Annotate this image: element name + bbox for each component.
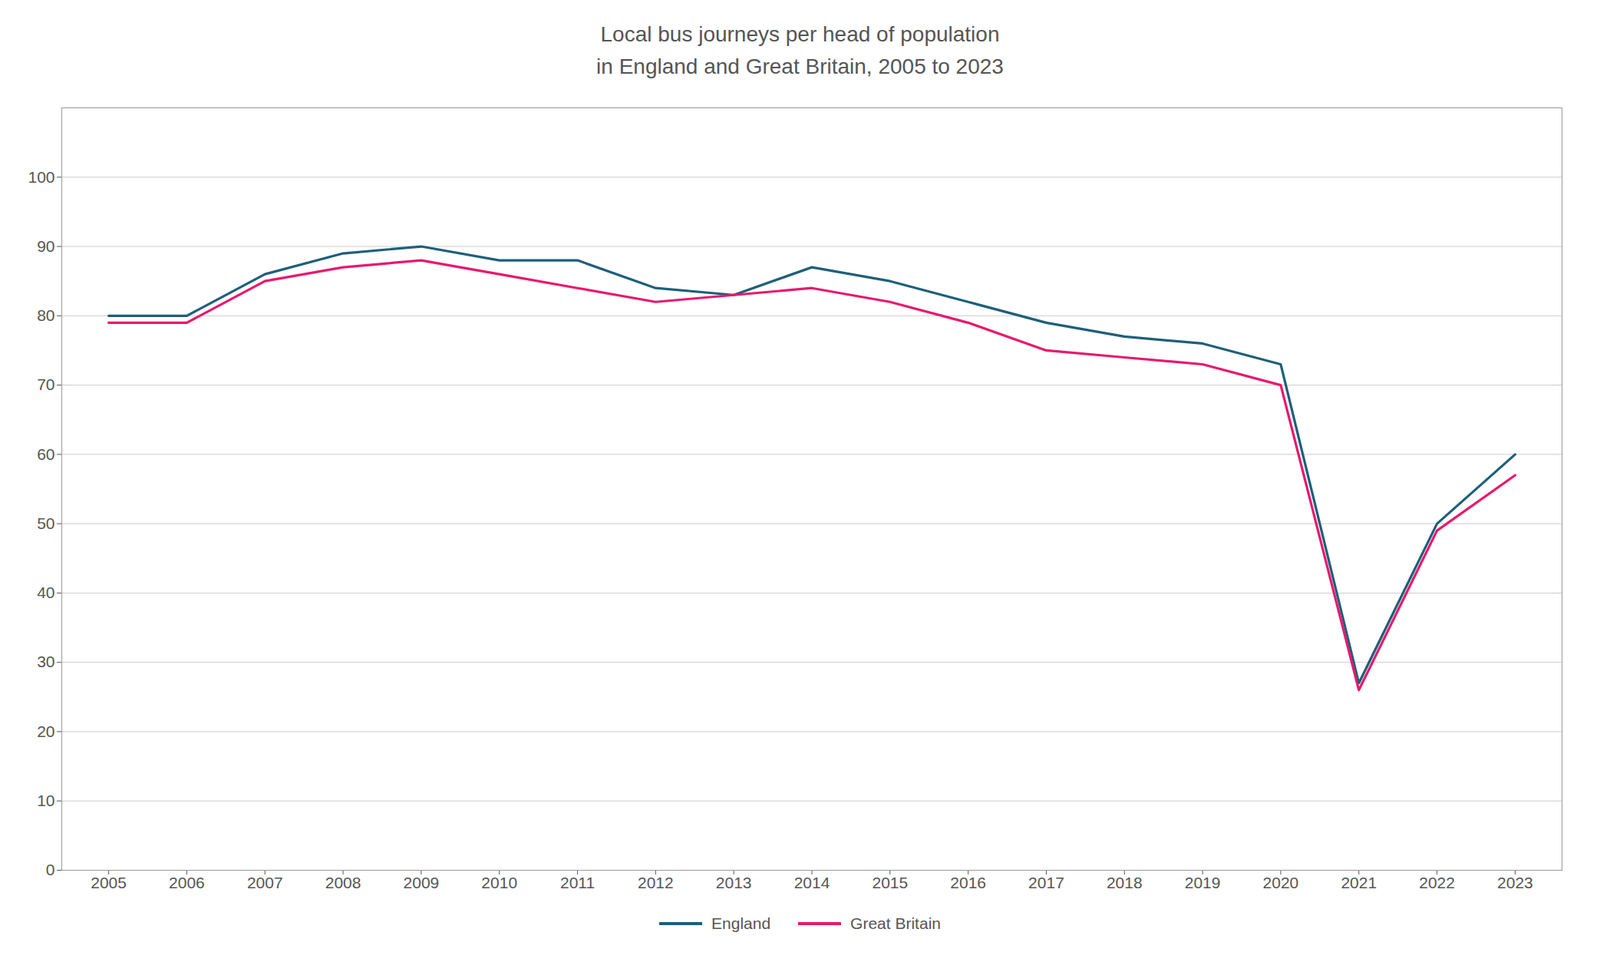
svg-text:100: 100 xyxy=(27,167,55,185)
svg-text:50: 50 xyxy=(36,514,55,532)
svg-text:80: 80 xyxy=(36,306,55,324)
svg-text:90: 90 xyxy=(36,237,55,255)
svg-text:2019: 2019 xyxy=(1184,873,1221,891)
svg-text:2011: 2011 xyxy=(560,873,595,891)
svg-text:2013: 2013 xyxy=(715,873,753,891)
html-text:Local bus journeys per head of: Local bus journeys per head of populatio… xyxy=(596,22,1004,79)
svg-text:30: 30 xyxy=(36,652,55,670)
svg-text:0: 0 xyxy=(46,860,56,878)
html-text:England: England xyxy=(711,913,771,932)
svg-text:2022: 2022 xyxy=(1418,873,1455,891)
svg-text:40: 40 xyxy=(36,583,55,601)
svg-text:2023: 2023 xyxy=(1497,873,1534,891)
svg-text:2007: 2007 xyxy=(247,873,284,891)
svg-text:10: 10 xyxy=(36,791,55,809)
svg-text:2016: 2016 xyxy=(950,873,987,891)
svg-text:60: 60 xyxy=(36,445,55,463)
svg-text:70: 70 xyxy=(36,375,55,393)
svg-text:2008: 2008 xyxy=(325,873,362,891)
svg-text:2014: 2014 xyxy=(794,873,831,891)
svg-text:2020: 2020 xyxy=(1263,873,1300,891)
svg-text:2009: 2009 xyxy=(403,873,440,891)
html-text:Great Britain: Great Britain xyxy=(850,913,941,932)
svg-text:2021: 2021 xyxy=(1340,873,1377,891)
svg-text:20: 20 xyxy=(36,722,55,740)
svg-text:2018: 2018 xyxy=(1106,873,1143,891)
svg-text:2005: 2005 xyxy=(90,873,127,891)
svg-text:2010: 2010 xyxy=(481,873,518,891)
svg-text:2017: 2017 xyxy=(1028,873,1065,891)
svg-text:2015: 2015 xyxy=(871,873,908,891)
svg-text:2006: 2006 xyxy=(168,873,205,891)
svg-text:2012: 2012 xyxy=(637,873,674,891)
